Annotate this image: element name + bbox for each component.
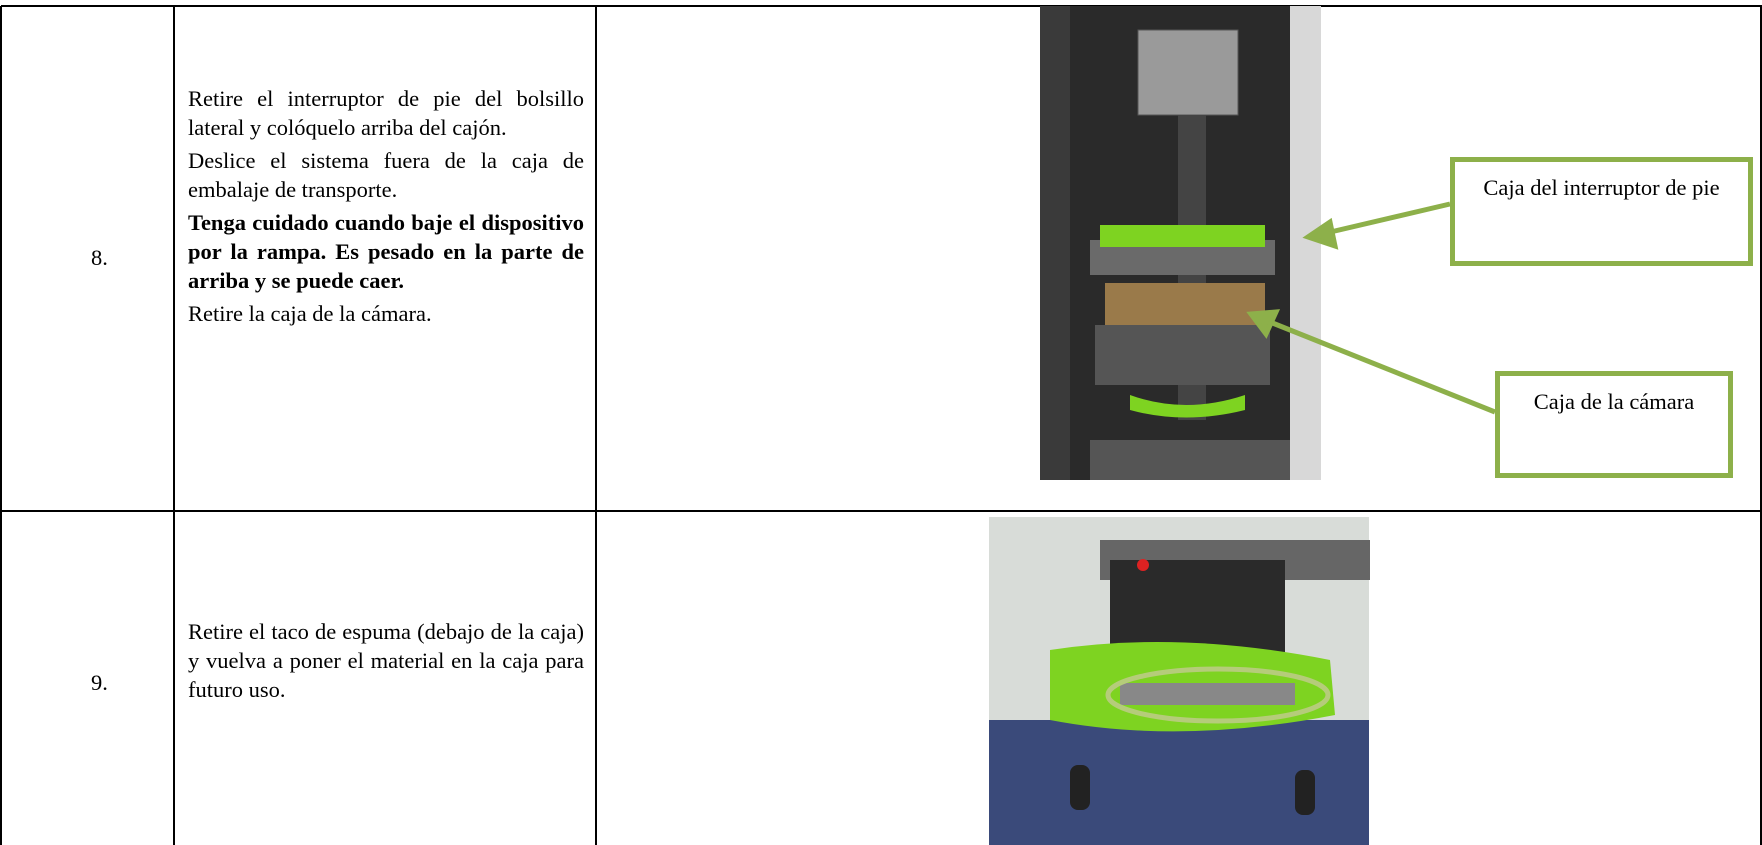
step-text: Retire el interruptor de pie del bolsill… [188, 84, 584, 332]
photo-foam [989, 517, 1370, 845]
table-grid [0, 5, 1762, 845]
paragraph: Tenga cuidado cuando baje el dispositivo… [188, 210, 584, 293]
paragraph: Retire el interruptor de pie del bolsill… [188, 86, 584, 140]
paragraph: Deslice el sistema fuera de la caja de e… [188, 148, 584, 202]
paragraph: Retire el taco de espuma (debajo de la c… [188, 619, 584, 702]
step-number: 9. [91, 670, 108, 695]
callout: Caja del interruptor de pie [1450, 157, 1753, 266]
callout: Caja de la cámara [1495, 371, 1733, 478]
paragraph: Retire la caja de la cámara. [188, 301, 432, 326]
photo-system [1040, 6, 1321, 480]
step-number: 8. [91, 245, 108, 270]
arrows [1246, 201, 1496, 415]
step-text: Retire el taco de espuma (debajo de la c… [188, 617, 584, 708]
